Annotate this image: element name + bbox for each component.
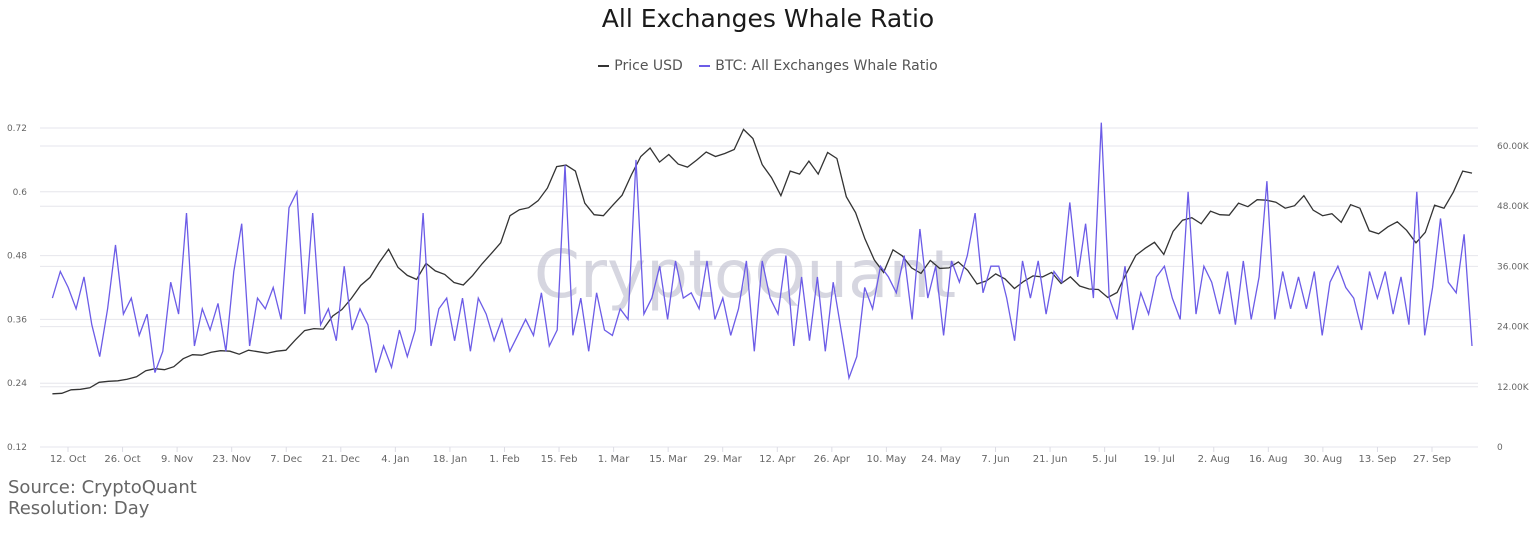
legend-label-whale-ratio: BTC: All Exchanges Whale Ratio (715, 58, 938, 74)
x-axis-tick: 12. Apr (759, 454, 796, 465)
legend-swatch-whale-ratio (699, 65, 711, 67)
x-axis-tick: 15. Feb (541, 454, 578, 465)
x-axis-tick: 26. Apr (814, 454, 851, 465)
x-axis-tick: 30. Aug (1304, 454, 1343, 465)
left-axis-tick: 0.12 (7, 443, 27, 453)
price-usd-line (52, 128, 1473, 395)
x-axis: 12. Oct 26. Oct 9. Nov 23. Nov 7. Dec 21. Dec… (50, 447, 1451, 465)
chart-footer: Source: CryptoQuant Resolution: Day (8, 477, 197, 519)
chart-title: All Exchanges Whale Ratio (601, 4, 935, 33)
right-axis-tick: 0 (1497, 443, 1503, 453)
x-axis-tick: 16. Aug (1249, 454, 1288, 465)
right-y-axis: 0 12.00K 24.00K 36.00K 48.00K 60.00K (1497, 142, 1530, 453)
x-axis-tick: 12. Oct (50, 454, 86, 465)
watermark: CryptoQuant (534, 236, 956, 313)
x-axis-tick: 4. Jan (381, 454, 409, 465)
x-axis-tick: 18. Jan (433, 454, 468, 465)
x-axis-tick: 27. Sep (1413, 454, 1451, 465)
x-axis-tick: 1. Mar (598, 454, 630, 465)
x-axis-tick: 7. Jun (981, 454, 1009, 465)
x-axis-tick: 13. Sep (1358, 454, 1396, 465)
legend-label-price: Price USD (614, 58, 683, 74)
x-axis-tick: 9. Nov (161, 454, 193, 465)
x-axis-tick: 1. Feb (489, 454, 519, 465)
source-text: Source: CryptoQuant (8, 477, 197, 498)
left-axis-tick: 0.48 (7, 252, 27, 262)
legend-item-whale-ratio[interactable]: BTC: All Exchanges Whale Ratio (699, 58, 938, 74)
x-axis-tick: 29. Mar (704, 454, 743, 465)
legend-item-price[interactable]: Price USD (598, 58, 683, 74)
left-axis-tick: 0.72 (7, 124, 27, 134)
x-axis-tick: 26. Oct (104, 454, 140, 465)
x-axis-tick: 21. Jun (1033, 454, 1068, 465)
x-axis-tick: 21. Dec (322, 454, 360, 465)
legend-swatch-price (598, 65, 610, 67)
right-axis-tick: 60.00K (1497, 142, 1530, 152)
left-axis-tick: 0.36 (7, 315, 27, 325)
gridlines (40, 127, 1478, 448)
x-axis-tick: 23. Nov (212, 454, 251, 465)
x-axis-tick: 2. Aug (1198, 454, 1230, 465)
whale-ratio-line (51, 122, 1473, 381)
right-axis-tick: 36.00K (1497, 262, 1530, 272)
left-y-axis: 0.12 0.24 0.36 0.48 0.6 0.72 (7, 124, 27, 453)
right-axis-tick: 48.00K (1497, 202, 1530, 212)
x-axis-tick: 19. Jul (1144, 454, 1175, 465)
x-axis-tick: 10. May (867, 454, 907, 465)
left-axis-tick: 0.6 (13, 188, 28, 198)
right-axis-tick: 12.00K (1497, 383, 1530, 393)
resolution-text: Resolution: Day (8, 498, 150, 519)
right-axis-tick: 24.00K (1497, 323, 1530, 333)
left-axis-tick: 0.24 (7, 379, 27, 389)
x-axis-tick: 7. Dec (270, 454, 302, 465)
x-axis-tick: 15. Mar (649, 454, 688, 465)
x-axis-tick: 24. May (921, 454, 961, 465)
x-axis-tick: 5. Jul (1092, 454, 1117, 465)
chart-legend: Price USD BTC: All Exchanges Whale Ratio (0, 55, 1536, 74)
